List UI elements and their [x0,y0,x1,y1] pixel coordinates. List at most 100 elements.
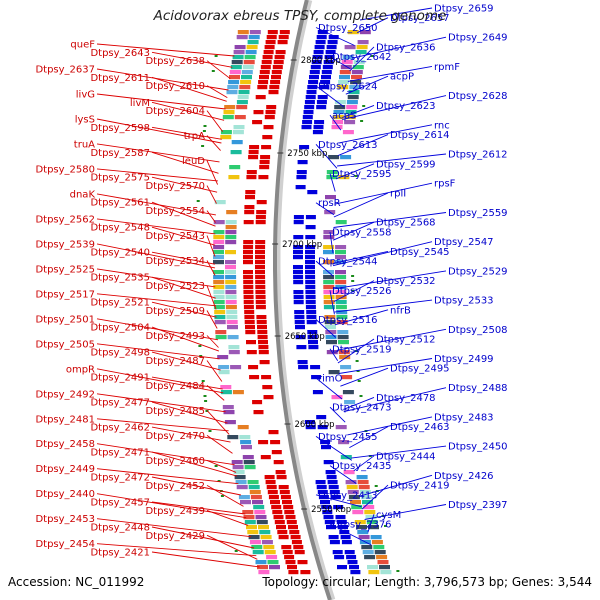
feature-block [233,470,245,475]
feature-block [355,50,367,55]
feature-block [358,535,370,540]
feature-tick [201,380,205,382]
gene-label: Dtpsy_2458 [35,439,95,450]
feature-block [371,540,383,545]
feature-block [294,320,305,325]
feature-block [263,125,274,130]
feature-block [352,510,364,515]
feature-block [315,480,326,485]
feature-block [274,520,285,525]
feature-block [273,460,284,465]
gene-label: Dtpsy_2628 [448,91,508,102]
feature-block [364,510,376,515]
gene-label: rimO [318,374,343,385]
feature-block [255,270,265,275]
feature-block [305,260,315,265]
feature-block [242,65,254,70]
gene-label: Dtpsy_2470 [145,431,205,442]
feature-block [302,115,313,120]
feature-block [265,480,276,485]
feature-block [293,215,304,220]
leader-line [315,260,334,277]
feature-block [335,285,347,290]
feature-block [323,60,334,65]
feature-tracks [196,30,400,575]
feature-block [306,320,317,325]
leader-line [329,173,336,192]
feature-tick [351,290,355,292]
feature-block [323,260,334,265]
leader-line [349,46,375,72]
feature-block [238,90,250,95]
feature-block [225,235,237,240]
feature-block [335,300,347,305]
leader-line [151,126,222,140]
feature-block [305,225,316,230]
leader-line [333,192,389,218]
feature-block [293,265,303,270]
feature-block [338,80,350,85]
feature-block [335,250,346,255]
leader-line [342,104,375,118]
feature-block [334,555,345,560]
feature-tick [357,380,361,382]
feature-block [256,320,267,325]
gene-label: truA [74,139,95,150]
feature-block [258,440,269,445]
feature-block [244,315,255,320]
leader-line [315,319,337,338]
feature-block [261,540,273,545]
feature-tick [384,525,387,527]
feature-block [256,520,268,525]
gene-label: Dtpsy_2473 [332,403,392,414]
leader-line [96,293,217,307]
feature-block [380,570,392,575]
gene-label: rpsF [434,179,456,190]
feature-block [309,70,320,75]
leader-line [151,476,241,496]
leader-line [151,326,220,352]
gene-label: Dtpsy_2604 [145,106,205,117]
feature-block [263,50,274,55]
feature-block [244,520,256,525]
feature-block [316,35,327,40]
gene-label: acpS [332,111,356,122]
feature-block [305,95,316,100]
leader-line [151,51,233,68]
feature-block [323,290,335,295]
feature-block [225,240,237,245]
feature-block [227,435,239,440]
gene-label: Dtpsy_2439 [145,506,205,517]
feature-block [360,495,372,500]
leader-line [367,514,375,533]
leader-line [151,376,223,390]
feature-block [311,60,322,65]
feature-block [305,270,315,275]
feature-block [260,455,271,460]
leader-line [206,235,216,257]
feature-block [319,85,330,90]
feature-block [315,40,326,45]
feature-block [293,220,304,225]
gene-label: Dtpsy_2505 [35,339,95,350]
feature-block [258,570,270,575]
feature-block [214,310,226,315]
leader-line [151,451,237,477]
feature-block [229,70,241,75]
feature-block [335,515,346,520]
feature-block [222,115,234,120]
feature-block [225,225,237,230]
gene-label: Dtpsy_2548 [90,223,150,234]
feature-block [257,565,268,570]
feature-block [249,30,261,35]
feature-block [323,250,334,255]
gene-label: lysS [75,115,95,126]
feature-block [215,330,227,335]
feature-block [335,220,347,225]
feature-block [238,495,250,500]
feature-tick [211,70,215,72]
leader-line [342,95,447,121]
feature-block [220,385,232,390]
feature-block [243,250,253,255]
